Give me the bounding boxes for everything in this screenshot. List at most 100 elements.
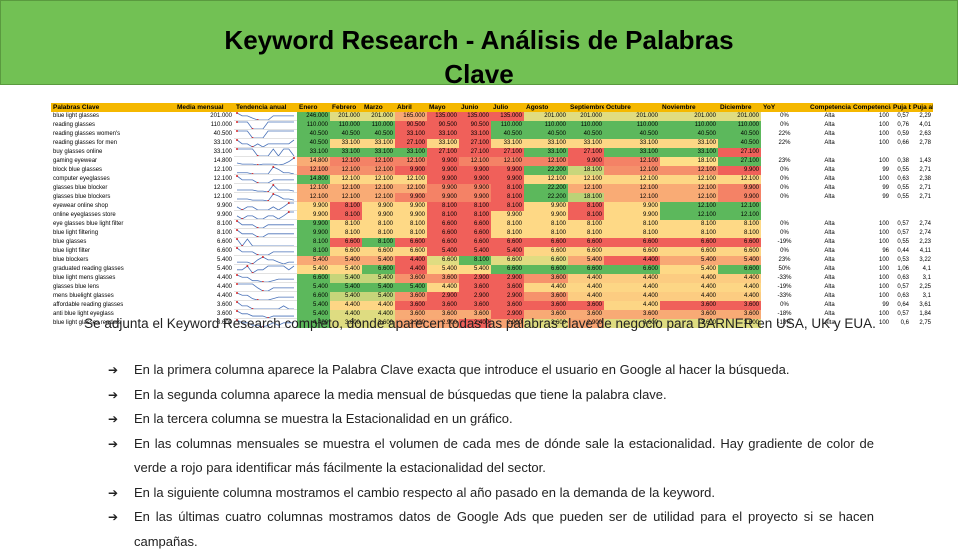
month-volume-cell: 6.600	[427, 238, 459, 247]
table-row: reading glasses women's 40.500 40.500 40.50…	[51, 130, 931, 139]
month-volume-cell: 110.000	[297, 121, 330, 130]
bullet-text: En las últimas cuatro columnas mostramos…	[134, 509, 874, 549]
month-volume-cell: 90.500	[427, 121, 459, 130]
high-bid-cell: 2,71	[919, 194, 931, 200]
column-header: Agosto	[524, 103, 568, 112]
month-volume-cell: 40.500	[524, 130, 568, 139]
low-bid-cell: 0,38	[897, 158, 909, 164]
high-bid-cell: 2,29	[919, 113, 931, 119]
month-volume-cell: 3.600	[660, 319, 718, 328]
month-volume-cell: 5.400	[459, 247, 491, 256]
month-volume-cell: 5.400	[568, 256, 604, 265]
high-bid-cell: 2,25	[919, 284, 931, 290]
arrow-icon: ➔	[108, 485, 119, 500]
keyword-cell: graduated reading glasses	[53, 266, 124, 272]
month-volume-cell: 9.900	[459, 175, 491, 184]
month-volume-cell: 40.500	[330, 130, 362, 139]
month-volume-cell: 18.100	[568, 166, 604, 175]
month-volume-cell: 8.100	[524, 220, 568, 229]
trend-sparkline	[234, 166, 297, 175]
monthly-average-cell: 12.100	[213, 167, 232, 173]
table-row: glasses blue blocker 12.100 12.100 12.100 12…	[51, 184, 931, 193]
trend-sparkline	[234, 184, 297, 193]
month-volume-cell: 9.900	[362, 211, 395, 220]
month-volume-cell: 22.200	[524, 184, 568, 193]
table-row: blue light glasses 201.000 246.000 201.000 2…	[51, 112, 931, 121]
sparkline-marker	[256, 236, 259, 237]
high-bid-cell: 3,1	[922, 293, 931, 299]
sparkline-marker	[267, 200, 270, 201]
month-volume-cell: 40.500	[568, 130, 604, 139]
month-volume-cell: 2.400	[459, 319, 491, 328]
month-volume-cell: 6.600	[568, 247, 604, 256]
month-volume-cell: 6.600	[491, 256, 524, 265]
month-volume-cell: 4.400	[330, 310, 362, 319]
month-volume-cell: 6.600	[660, 238, 718, 247]
month-volume-cell: 33.100	[395, 148, 427, 157]
monthly-average-cell: 4.400	[216, 275, 232, 281]
trend-sparkline	[234, 310, 297, 319]
competition-index-cell: 100	[878, 239, 889, 245]
competition-index-cell: 100	[878, 284, 889, 290]
month-volume-cell: 5.400	[459, 265, 491, 274]
month-volume-cell: 110.000	[491, 121, 524, 130]
low-bid-cell: 0,57	[897, 230, 909, 236]
month-volume-cell: 40.500	[718, 130, 761, 139]
month-volume-cell: 33.100	[330, 139, 362, 148]
month-volume-cell: 12.100	[459, 157, 491, 166]
month-volume-cell: 33.100	[330, 148, 362, 157]
yoy-cell: 22%	[778, 131, 791, 137]
month-volume-cell: 8.100	[427, 202, 459, 211]
month-volume-cell: 33.100	[604, 139, 660, 148]
month-volume-cell: 4.400	[568, 283, 604, 292]
bullet-text: En las columnas mensuales se muestra el …	[134, 435, 874, 476]
yoy-cell: 23%	[778, 257, 791, 263]
competition-index-cell: 96	[882, 248, 889, 254]
yoy-cell	[761, 202, 808, 211]
table-row: blue light glasses readers 3.600 4.400 3.60…	[51, 319, 931, 328]
month-volume-cell: 9.900	[297, 211, 330, 220]
competition-index-cell	[851, 148, 891, 157]
month-volume-cell: 8.100	[330, 211, 362, 220]
trend-sparkline	[234, 202, 297, 211]
table-row: reading glasses 110.000 110.000 110.000 110.…	[51, 121, 931, 130]
keyword-cell: blue light filtering	[53, 230, 99, 236]
yoy-cell: 0%	[780, 302, 789, 308]
month-volume-cell: 4.400	[297, 319, 330, 328]
month-volume-cell: 3.600	[660, 310, 718, 319]
keyword-cell: reading glasses for men	[53, 140, 118, 146]
trend-sparkline	[234, 256, 297, 265]
month-volume-cell: 40.500	[718, 139, 761, 148]
sparkline-marker	[287, 211, 290, 213]
low-bid-cell: 0,57	[897, 221, 909, 227]
table-row: affordable reading glasses 3.600 5.400 4.40…	[51, 301, 931, 310]
table-row: online eyeglasses store 9.900 9.900 8.100 9.…	[51, 211, 908, 220]
trend-sparkline	[234, 121, 297, 130]
month-volume-cell: 3.600	[427, 274, 459, 283]
month-volume-cell: 5.400	[330, 274, 362, 283]
month-volume-cell: 33.100	[297, 148, 330, 157]
month-volume-cell: 3.600	[524, 274, 568, 283]
keyword-cell: reading glasses women's	[53, 131, 121, 137]
sparkline-marker	[251, 137, 254, 138]
month-volume-cell: 14.800	[297, 175, 330, 184]
month-volume-cell: 5.400	[330, 256, 362, 265]
yoy-cell	[761, 211, 808, 220]
month-volume-cell: 12.100	[660, 193, 718, 202]
month-volume-cell: 6.600	[459, 220, 491, 229]
month-volume-cell: 9.900	[491, 166, 524, 175]
column-header: Palabras Clave	[51, 103, 175, 112]
sparkline-marker	[236, 283, 238, 285]
month-volume-cell: 18.100	[568, 193, 604, 202]
table-row: anti blue light eyeglass 3.600 5.400 4.400 4…	[51, 310, 931, 319]
high-bid-cell: 1,84	[919, 311, 931, 317]
sparkline-marker	[236, 220, 238, 222]
month-volume-cell: 3.600	[459, 310, 491, 319]
month-volume-cell: 40.500	[297, 130, 330, 139]
month-volume-cell: 9.900	[297, 202, 330, 211]
month-volume-cell: 12.100	[660, 211, 718, 220]
month-volume-cell: 5.400	[427, 265, 459, 274]
month-volume-cell: 6.600	[604, 238, 660, 247]
month-volume-cell: 4.400	[604, 301, 660, 310]
month-volume-cell: 27.100	[459, 148, 491, 157]
